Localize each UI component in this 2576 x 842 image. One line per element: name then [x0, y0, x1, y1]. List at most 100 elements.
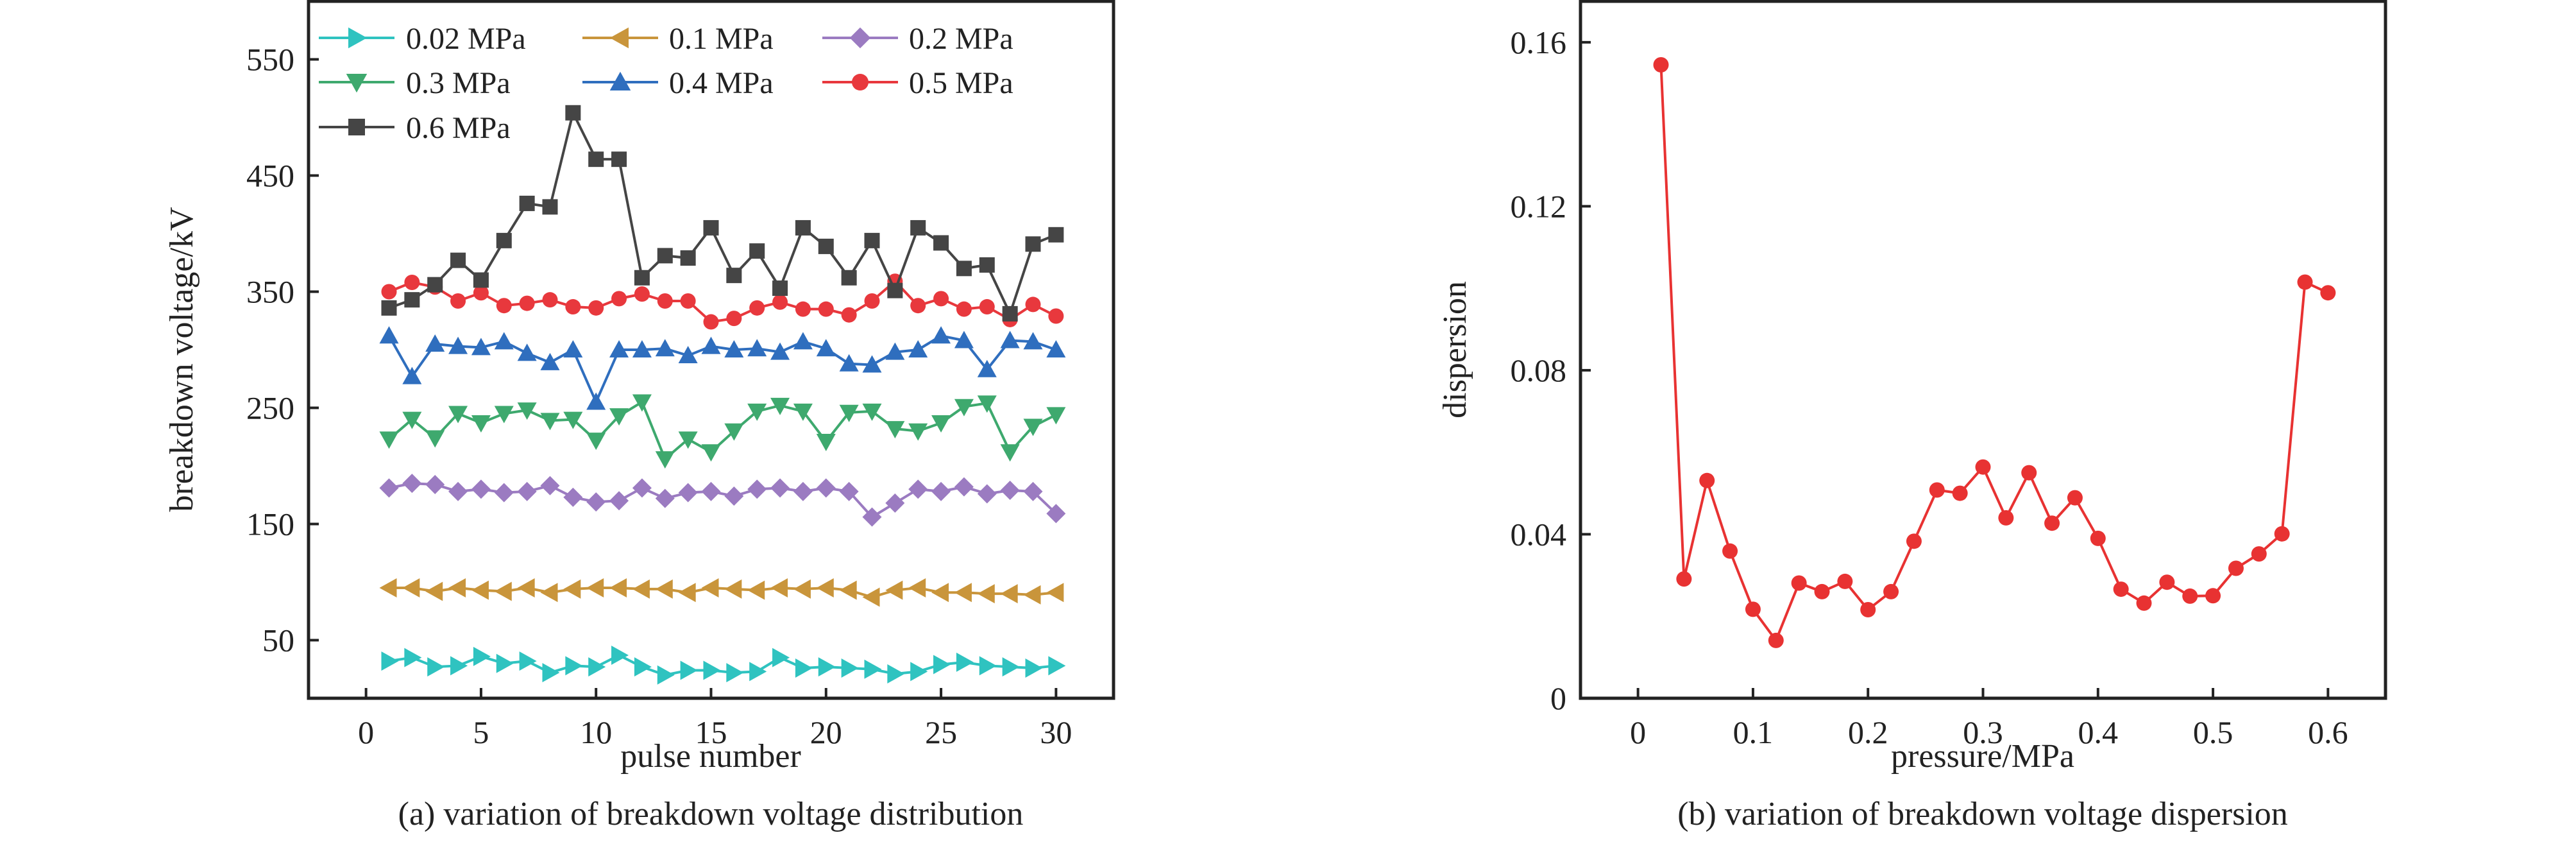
data-point — [2113, 581, 2129, 597]
data-point — [1699, 472, 1715, 488]
series-0-6-mpa — [381, 105, 1064, 322]
data-point — [701, 481, 721, 501]
data-point — [609, 578, 627, 598]
data-point — [1048, 227, 1064, 243]
data-point — [473, 272, 489, 288]
data-point — [1929, 482, 1945, 498]
data-point — [908, 578, 926, 598]
data-point — [473, 285, 489, 301]
legend-marker — [852, 74, 869, 90]
data-point — [1025, 296, 1041, 313]
data-point — [724, 423, 744, 441]
data-point — [956, 652, 974, 672]
data-point — [954, 331, 974, 348]
data-point — [1002, 305, 1018, 322]
data-point — [425, 581, 443, 601]
legend-label: 0.5 MPa — [909, 66, 1013, 100]
data-point — [1906, 533, 1922, 549]
data-point — [473, 646, 491, 666]
y-tick-label: 550 — [246, 42, 294, 78]
data-point — [1000, 444, 1020, 462]
data-point — [749, 243, 765, 259]
y-tick-label: 350 — [246, 274, 294, 310]
data-point — [864, 659, 882, 679]
x-axis-label: pressure/MPa — [1891, 738, 2074, 775]
data-point — [404, 275, 420, 291]
data-point — [749, 662, 767, 682]
data-point — [1998, 510, 2014, 526]
data-point — [632, 478, 652, 498]
data-point — [611, 646, 629, 666]
data-point — [381, 651, 399, 671]
data-point — [563, 487, 583, 507]
data-point — [816, 578, 834, 598]
data-point — [772, 280, 788, 296]
data-point — [381, 300, 397, 316]
data-point — [425, 334, 445, 352]
data-point — [563, 579, 581, 599]
data-point — [471, 479, 491, 499]
data-point — [632, 579, 650, 599]
data-point — [2274, 526, 2290, 542]
data-point — [954, 399, 974, 417]
data-point — [2182, 588, 2198, 604]
x-tick-label: 20 — [810, 714, 842, 750]
y-tick-label: 0.04 — [1511, 516, 1567, 552]
data-point — [841, 307, 857, 323]
data-point — [2136, 595, 2152, 611]
data-point — [542, 292, 558, 308]
data-point — [517, 481, 537, 501]
data-point — [632, 340, 652, 357]
data-point — [2044, 515, 2060, 531]
x-tick-label: 0.2 — [1848, 714, 1888, 750]
x-tick-label: 0 — [358, 714, 374, 750]
data-point — [379, 478, 399, 498]
series-line — [1659, 64, 2329, 643]
data-point — [655, 339, 675, 357]
data-point — [885, 580, 903, 600]
data-point — [678, 431, 698, 449]
data-point — [701, 578, 719, 598]
data-point — [588, 657, 606, 677]
data-point — [747, 580, 765, 600]
data-point — [862, 403, 882, 421]
data-point — [701, 444, 721, 462]
data-point — [563, 411, 583, 429]
series-line — [389, 653, 1056, 676]
data-point — [701, 336, 721, 354]
legend-label: 0.3 MPa — [406, 66, 511, 100]
legend-item: 0.2 MPa — [822, 22, 1013, 56]
data-point — [1025, 236, 1041, 252]
data-point — [1676, 571, 1692, 587]
data-point — [402, 578, 420, 598]
legend-label: 0.1 MPa — [669, 22, 774, 56]
data-point — [586, 433, 606, 451]
data-point — [1952, 485, 1968, 501]
data-point — [885, 493, 905, 513]
data-point — [611, 291, 627, 307]
data-point — [910, 219, 926, 236]
data-point — [657, 665, 675, 685]
data-point — [519, 195, 535, 211]
data-point — [404, 292, 420, 308]
series-0-02-mpa — [381, 646, 1066, 685]
data-point — [841, 658, 859, 678]
legend-item: 0.5 MPa — [822, 66, 1013, 100]
legend-item: 0.3 MPa — [319, 66, 511, 100]
data-point — [910, 298, 926, 314]
data-point — [2297, 274, 2313, 290]
data-point — [954, 477, 974, 497]
data-point — [609, 408, 629, 426]
data-point — [864, 232, 880, 248]
data-point — [977, 395, 997, 413]
data-point — [1000, 331, 1020, 348]
data-point — [770, 342, 790, 360]
data-point — [611, 151, 627, 168]
series-0-3-mpa — [379, 394, 1066, 469]
series-dispersion — [1653, 57, 2336, 648]
x-tick-label: 5 — [473, 714, 489, 750]
x-tick-label: 25 — [925, 714, 957, 750]
data-point — [885, 342, 905, 360]
data-point — [402, 366, 422, 384]
data-point — [977, 584, 995, 604]
